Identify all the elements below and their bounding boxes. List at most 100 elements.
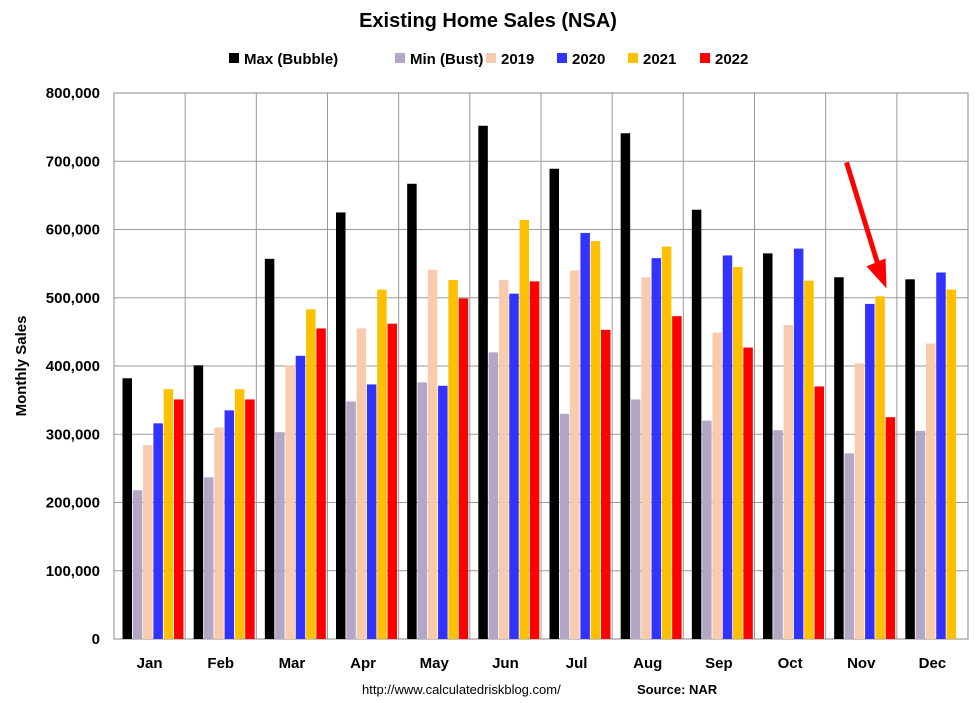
bar-jun-min-bust — [488, 352, 499, 639]
x-tick-label: Jul — [566, 655, 588, 672]
bar-jul-2019 — [570, 270, 580, 639]
x-tick-label: Sep — [705, 655, 733, 672]
bar-nov-2022 — [885, 417, 896, 639]
bar-oct-max-bubble — [763, 253, 773, 639]
bar-dec-2019 — [925, 343, 936, 639]
y-axis-label: Monthly Sales — [13, 316, 30, 417]
bar-aug-min-bust — [630, 399, 641, 639]
bar-mar-2020 — [295, 355, 306, 639]
y-axis: 0 100,000 200,000 300,000 400,000 500,000 600,… — [46, 85, 100, 648]
x-tick-label: Aug — [633, 655, 662, 672]
bar-nov-2021 — [875, 296, 885, 639]
bar-nov-min-bust — [844, 453, 854, 639]
bar-may-min-bust — [417, 382, 427, 639]
bar-oct-min-bust — [773, 430, 783, 639]
bar-dec-2020 — [936, 272, 946, 639]
bar-aug-2020 — [651, 258, 662, 639]
bar-may-2022 — [458, 298, 469, 639]
bar-jun-2019 — [498, 280, 509, 639]
grid — [113, 92, 969, 640]
legend-label: Min (Bust) — [410, 51, 483, 68]
bar-may-2019 — [427, 269, 438, 639]
bar-mar-min-bust — [275, 432, 285, 639]
y-tick-label: 400,000 — [46, 358, 100, 375]
legend-entry: 2021 — [628, 51, 676, 68]
footer-source: Source: NAR — [637, 682, 718, 697]
bar-may-2020 — [438, 385, 448, 639]
bar-jun-2020 — [509, 293, 519, 639]
bar-mar-2022 — [316, 328, 326, 639]
x-tick-label: Apr — [350, 655, 376, 672]
bar-oct-2022 — [814, 386, 824, 639]
bar-apr-2020 — [366, 384, 377, 639]
plot-area — [122, 125, 957, 640]
bar-aug-2019 — [641, 277, 651, 639]
bar-apr-2019 — [356, 328, 367, 639]
footer-url[interactable]: http://www.calculatedriskblog.com/ — [362, 682, 561, 697]
arrow-head — [866, 258, 887, 289]
legend-entry: Max (Bubble) — [229, 51, 338, 68]
bar-oct-2019 — [783, 325, 794, 639]
x-axis: Jan Feb Mar Apr May Jun Jul Aug Sep Oct Nov Dec — [137, 655, 947, 672]
bar-jan-2019 — [143, 445, 153, 639]
bar-dec-min-bust — [915, 430, 926, 639]
legend-label: 2019 — [501, 51, 534, 68]
bar-nov-max-bubble — [834, 277, 844, 639]
y-tick-label: 500,000 — [46, 290, 100, 307]
y-tick-label: 300,000 — [46, 426, 100, 443]
bar-apr-max-bubble — [336, 212, 346, 639]
y-tick-label: 100,000 — [46, 563, 100, 580]
x-tick-label: Dec — [919, 655, 947, 672]
bar-sep-min-bust — [702, 420, 712, 639]
x-tick-label: May — [420, 655, 450, 672]
bar-jan-2020 — [153, 423, 163, 639]
bar-jun-2022 — [529, 281, 540, 639]
bar-jul-2020 — [580, 232, 590, 639]
legend-swatch — [700, 53, 710, 63]
bar-apr-min-bust — [346, 401, 356, 639]
arrow-shaft — [844, 161, 881, 268]
legend-swatch — [486, 53, 496, 63]
legend-entry: 2019 — [486, 51, 534, 68]
x-tick-label: Jan — [137, 655, 163, 672]
y-tick-label: 600,000 — [46, 222, 100, 239]
bar-aug-2021 — [661, 246, 672, 639]
bar-feb-2022 — [245, 399, 255, 639]
bar-dec-max-bubble — [905, 279, 915, 639]
x-tick-label: Nov — [847, 655, 876, 672]
bar-feb-min-bust — [203, 477, 214, 639]
legend-entry: Min (Bust) — [395, 51, 483, 68]
bar-sep-2019 — [712, 332, 722, 639]
bar-sep-2020 — [722, 255, 733, 639]
y-tick-label: 0 — [92, 631, 100, 648]
bar-jan-max-bubble — [122, 378, 132, 639]
bar-mar-2021 — [306, 309, 316, 639]
legend-swatch — [229, 53, 239, 63]
bar-mar-max-bubble — [264, 258, 275, 639]
bar-oct-2020 — [793, 248, 804, 640]
bar-nov-2019 — [854, 363, 865, 639]
bar-aug-2022 — [672, 316, 682, 639]
bar-jul-min-bust — [559, 413, 570, 639]
bar-aug-max-bubble — [620, 133, 631, 639]
bar-feb-2021 — [234, 389, 245, 639]
bar-jul-max-bubble — [549, 168, 559, 639]
bar-sep-2022 — [743, 347, 753, 639]
legend-swatch — [557, 53, 567, 63]
bar-sep-max-bubble — [691, 209, 702, 639]
bar-apr-2021 — [377, 289, 387, 639]
annotation-arrow — [844, 161, 887, 289]
legend-label: Max (Bubble) — [244, 51, 338, 68]
bar-nov-2020 — [865, 303, 875, 639]
x-tick-label: Oct — [778, 655, 803, 672]
bar-apr-2022 — [387, 323, 397, 639]
legend-entry: 2022 — [700, 51, 748, 68]
legend-swatch — [395, 53, 405, 63]
bar-jul-2022 — [601, 329, 611, 639]
y-tick-label: 800,000 — [46, 85, 100, 102]
bar-jan-min-bust — [132, 490, 143, 639]
bar-feb-max-bubble — [193, 365, 204, 639]
bar-mar-2019 — [285, 365, 295, 639]
